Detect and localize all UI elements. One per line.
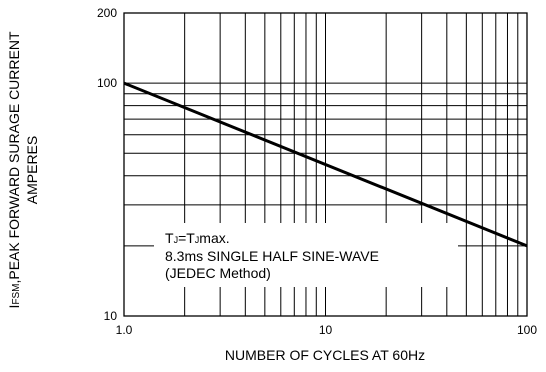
y-tick-label: 100 [97, 76, 117, 90]
series-line [123, 81, 528, 248]
annotation-background [154, 223, 458, 287]
y-axis-title: IFSM,PEAK FORWARD SURAGE CURRENT [6, 31, 22, 308]
x-tick-label: 100 [517, 323, 537, 337]
y-tick-label: 10 [104, 309, 118, 323]
y-tick-labels: 10 100 200 [97, 6, 117, 323]
annotation-condition: TJ=TJmax. [165, 230, 230, 246]
vertical-grid [184, 13, 519, 316]
series-group [123, 81, 528, 248]
x-tick-label: 1.0 [116, 323, 133, 337]
annotation-waveform: 8.3ms SINGLE HALF SINE-WAVE [165, 248, 379, 264]
annotation-method: (JEDEC Method) [165, 265, 271, 281]
y-tick-label: 200 [97, 6, 117, 20]
plot-frame [123, 12, 528, 317]
x-tick-label: 10 [319, 323, 333, 337]
x-tick-labels: 1.0 10 100 [116, 323, 538, 337]
y-axis-title-units: AMPERES [24, 136, 40, 204]
x-axis-title: NUMBER OF CYCLES AT 60Hz [225, 347, 425, 363]
